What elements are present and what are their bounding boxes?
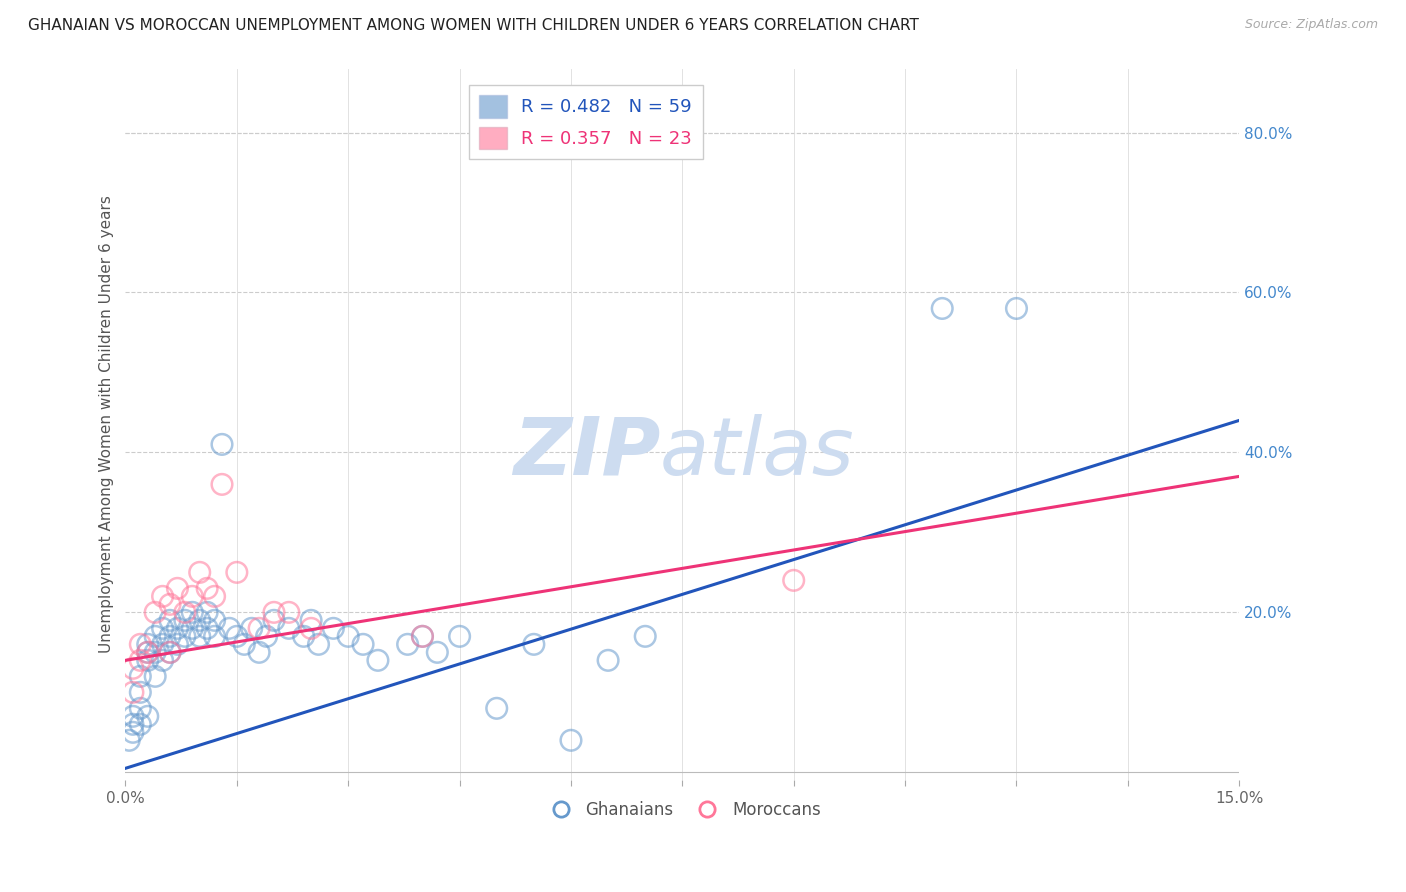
Point — [211, 477, 233, 491]
Point — [188, 566, 211, 580]
Point — [426, 645, 449, 659]
Point — [211, 437, 233, 451]
Point — [195, 621, 218, 635]
Point — [181, 605, 204, 619]
Point — [195, 582, 218, 596]
Point — [143, 605, 166, 619]
Point — [204, 590, 226, 604]
Point — [247, 621, 270, 635]
Point — [188, 613, 211, 627]
Point — [136, 709, 159, 723]
Point — [159, 645, 181, 659]
Point — [152, 637, 174, 651]
Point — [1005, 301, 1028, 316]
Point — [166, 637, 188, 651]
Text: GHANAIAN VS MOROCCAN UNEMPLOYMENT AMONG WOMEN WITH CHILDREN UNDER 6 YEARS CORREL: GHANAIAN VS MOROCCAN UNEMPLOYMENT AMONG … — [28, 18, 920, 33]
Point — [411, 629, 433, 643]
Point — [129, 685, 152, 699]
Point — [225, 629, 247, 643]
Point — [263, 613, 285, 627]
Point — [396, 637, 419, 651]
Point — [195, 605, 218, 619]
Point — [634, 629, 657, 643]
Point — [136, 653, 159, 667]
Point — [322, 621, 344, 635]
Point — [166, 582, 188, 596]
Point — [129, 717, 152, 731]
Point — [122, 709, 145, 723]
Point — [337, 629, 360, 643]
Point — [204, 629, 226, 643]
Point — [122, 717, 145, 731]
Point — [485, 701, 508, 715]
Point — [173, 605, 195, 619]
Point — [188, 629, 211, 643]
Point — [122, 725, 145, 739]
Point — [367, 653, 389, 667]
Y-axis label: Unemployment Among Women with Children Under 6 years: Unemployment Among Women with Children U… — [100, 195, 114, 653]
Point — [143, 629, 166, 643]
Point — [204, 613, 226, 627]
Point — [136, 637, 159, 651]
Point — [181, 621, 204, 635]
Point — [256, 629, 278, 643]
Point — [931, 301, 953, 316]
Point — [122, 685, 145, 699]
Point — [299, 621, 322, 635]
Point — [173, 613, 195, 627]
Point — [181, 590, 204, 604]
Legend: Ghanaians, Moroccans: Ghanaians, Moroccans — [537, 794, 828, 825]
Point — [166, 621, 188, 635]
Point — [118, 733, 141, 747]
Point — [411, 629, 433, 643]
Point — [598, 653, 620, 667]
Point — [277, 605, 299, 619]
Point — [299, 613, 322, 627]
Point — [240, 621, 263, 635]
Text: Source: ZipAtlas.com: Source: ZipAtlas.com — [1244, 18, 1378, 31]
Point — [783, 574, 806, 588]
Point — [122, 661, 145, 675]
Point — [136, 645, 159, 659]
Point — [136, 645, 159, 659]
Point — [308, 637, 330, 651]
Text: ZIP: ZIP — [513, 414, 659, 491]
Point — [159, 629, 181, 643]
Point — [247, 645, 270, 659]
Point — [277, 621, 299, 635]
Point — [523, 637, 546, 651]
Point — [129, 701, 152, 715]
Point — [263, 605, 285, 619]
Point — [352, 637, 374, 651]
Point — [143, 645, 166, 659]
Point — [233, 637, 256, 651]
Point — [159, 613, 181, 627]
Point — [560, 733, 582, 747]
Text: atlas: atlas — [659, 414, 855, 491]
Point — [449, 629, 471, 643]
Point — [292, 629, 315, 643]
Point — [218, 621, 240, 635]
Point — [152, 621, 174, 635]
Point — [159, 645, 181, 659]
Point — [225, 566, 247, 580]
Point — [152, 653, 174, 667]
Point — [173, 629, 195, 643]
Point — [159, 598, 181, 612]
Point — [129, 653, 152, 667]
Point — [143, 669, 166, 683]
Point — [129, 637, 152, 651]
Point — [129, 669, 152, 683]
Point — [152, 590, 174, 604]
